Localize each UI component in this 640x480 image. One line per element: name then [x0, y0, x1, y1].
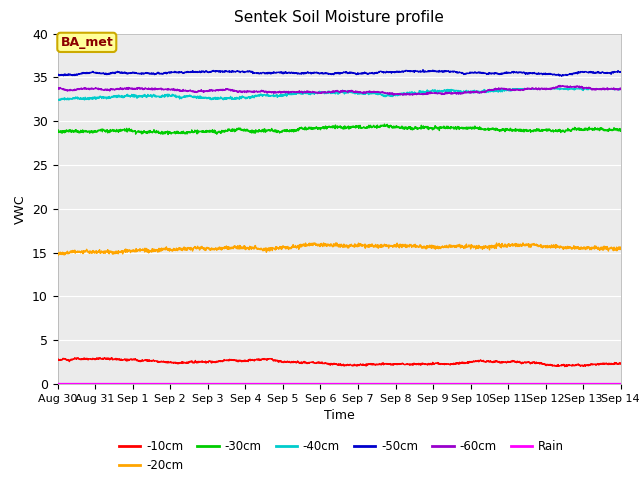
Y-axis label: VWC: VWC — [13, 194, 26, 224]
Title: Sentek Soil Moisture profile: Sentek Soil Moisture profile — [234, 11, 444, 25]
X-axis label: Time: Time — [324, 409, 355, 422]
Text: BA_met: BA_met — [60, 36, 113, 49]
Legend: -10cm, -20cm, -30cm, -40cm, -50cm, -60cm, Rain: -10cm, -20cm, -30cm, -40cm, -50cm, -60cm… — [114, 435, 569, 477]
